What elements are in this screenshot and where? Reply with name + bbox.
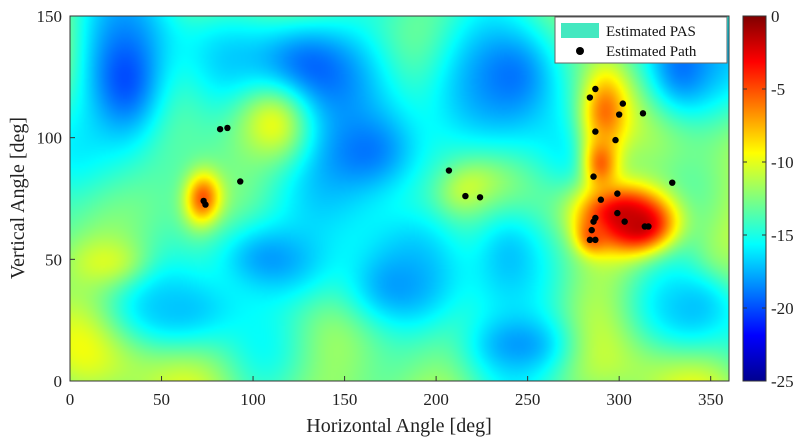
path-point-18 [597, 196, 605, 203]
x-tick-label-6: 300 [606, 390, 632, 409]
x-tick-label-7: 350 [698, 390, 724, 409]
path-point-1 [224, 124, 231, 132]
colorbar-tick-label-3: -15 [771, 226, 794, 245]
estimated-path-points [200, 85, 676, 244]
path-point-8 [586, 94, 594, 101]
x-axis-ticks: 0 50 100 150 200 250 300 350 [66, 376, 724, 409]
path-point-22 [590, 218, 597, 225]
y-axis-ticks: 0 50 100 150 [37, 7, 75, 391]
heatmap-image [70, 16, 729, 381]
x-tick-label-3: 150 [332, 390, 358, 409]
path-point-13 [592, 128, 599, 135]
legend-pas-swatch [561, 23, 599, 38]
legend-path-marker [576, 47, 584, 55]
y-tick-label-0: 0 [54, 372, 63, 391]
colorbar-tick-label-4: -20 [771, 299, 794, 318]
x-axis-label: Horizontal Angle [deg] [306, 415, 492, 437]
x-tick-label-0: 0 [66, 390, 75, 409]
path-point-5 [445, 167, 453, 174]
path-point-0 [216, 125, 224, 133]
path-point-25 [588, 226, 595, 234]
x-tick-label-4: 200 [423, 390, 449, 409]
colorbar-ticks: 0 -5 -10 -15 -20 -25 [743, 7, 794, 391]
path-point-16 [669, 179, 676, 186]
path-point-6 [462, 192, 469, 200]
path-point-24 [645, 223, 652, 230]
path-point-12 [639, 110, 647, 117]
path-point-17 [614, 190, 621, 197]
path-point-10 [619, 100, 627, 107]
path-point-11 [615, 111, 623, 118]
colorbar-tick-label-0: 0 [771, 7, 780, 26]
colorbar-tick-label-1: -5 [771, 80, 785, 99]
legend-pas-label: Estimated PAS [606, 24, 696, 40]
path-point-27 [592, 236, 599, 244]
y-tick-label-1: 50 [45, 250, 62, 269]
path-point-7 [476, 194, 484, 201]
x-tick-label-1: 50 [153, 390, 170, 409]
x-tick-label-2: 100 [240, 390, 266, 409]
x-tick-label-5: 250 [515, 390, 541, 409]
y-axis-label: Vertical Angle [deg] [7, 117, 29, 279]
path-point-20 [621, 218, 628, 225]
path-point-9 [592, 85, 599, 93]
legend: Estimated PAS Estimated Path [554, 16, 728, 64]
path-point-26 [586, 236, 594, 244]
path-point-19 [614, 209, 621, 217]
colorbar-tick-label-5: -25 [771, 372, 794, 391]
path-point-2 [237, 178, 244, 185]
y-tick-label-3: 150 [37, 7, 63, 26]
path-point-15 [590, 173, 597, 180]
path-point-4 [202, 201, 209, 208]
legend-path-label: Estimated Path [606, 44, 697, 60]
plot-frame [69, 15, 730, 382]
path-point-14 [612, 136, 619, 144]
y-tick-label-2: 100 [37, 129, 63, 148]
colorbar [742, 15, 767, 382]
colorbar-tick-label-2: -10 [771, 153, 794, 172]
